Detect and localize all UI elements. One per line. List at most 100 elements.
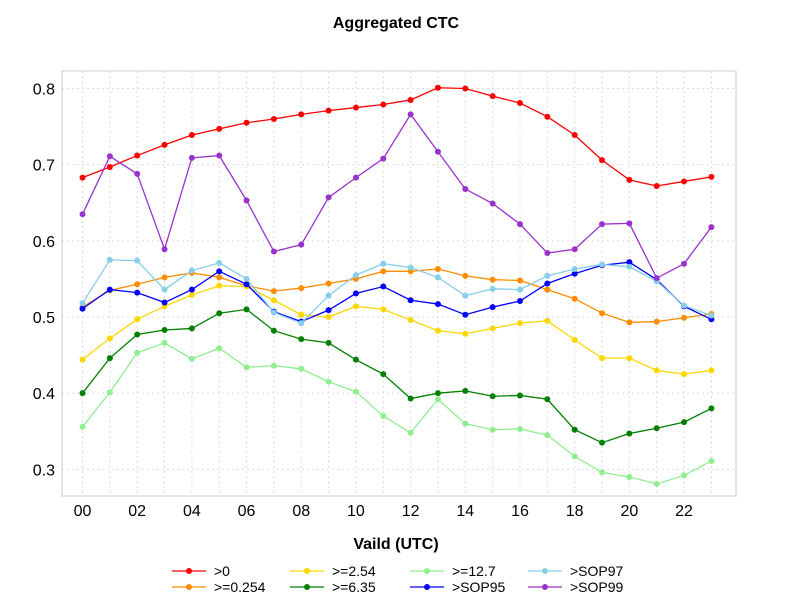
- data-point: [489, 426, 496, 433]
- x-tick-label: 04: [183, 503, 201, 520]
- data-point: [270, 115, 277, 122]
- data-point: [434, 390, 441, 397]
- data-point: [681, 371, 688, 378]
- legend-item: >SOP99: [528, 579, 624, 595]
- x-tick-label: 12: [402, 503, 420, 520]
- data-point: [571, 246, 578, 253]
- data-point: [188, 267, 195, 274]
- x-tick-label: 22: [675, 503, 693, 520]
- legend-label: >=6.35: [332, 579, 376, 595]
- data-point: [380, 413, 387, 420]
- data-point: [516, 392, 523, 399]
- legend-marker: [186, 568, 192, 574]
- data-point: [325, 307, 332, 314]
- data-point: [708, 312, 715, 319]
- data-point: [352, 174, 359, 181]
- x-tick-label: 20: [620, 503, 638, 520]
- data-point: [626, 259, 633, 266]
- data-point: [380, 101, 387, 108]
- legend-marker: [186, 584, 192, 590]
- legend-item: >=0.254: [172, 579, 266, 595]
- legend-label: >=12.7: [452, 563, 496, 579]
- data-point: [626, 430, 633, 437]
- data-point: [708, 173, 715, 180]
- legend-item: >=12.7: [410, 563, 496, 579]
- y-tick-label: 0.5: [33, 310, 55, 327]
- data-point: [161, 274, 168, 281]
- data-point: [489, 325, 496, 332]
- legend-item: >SOP97: [528, 563, 624, 579]
- data-point: [352, 303, 359, 310]
- series->SOP99: [79, 111, 715, 282]
- data-point: [216, 282, 223, 289]
- y-tick-label: 0.8: [33, 82, 55, 99]
- legend-marker: [542, 568, 548, 574]
- data-point: [599, 157, 606, 164]
- data-point: [626, 220, 633, 227]
- data-point: [708, 405, 715, 412]
- data-point: [106, 389, 113, 396]
- data-point: [544, 113, 551, 120]
- data-point: [434, 148, 441, 155]
- data-point: [161, 286, 168, 293]
- x-axis-label: Vaild (UTC): [353, 536, 438, 553]
- data-point: [380, 371, 387, 378]
- y-tick-label: 0.6: [33, 234, 55, 251]
- data-point: [462, 186, 469, 193]
- x-tick-label: 14: [456, 503, 474, 520]
- x-ticks: 00 02 04 06 08 10 12 14 16 18 20 22: [74, 503, 693, 520]
- data-point: [544, 317, 551, 324]
- legend-label: >SOP97: [570, 563, 624, 579]
- data-point: [653, 367, 660, 374]
- data-point: [270, 248, 277, 255]
- data-point: [544, 250, 551, 257]
- data-point: [270, 362, 277, 369]
- y-ticks: 0.3 0.4 0.5 0.6 0.7 0.8: [33, 82, 55, 480]
- data-point: [188, 154, 195, 161]
- data-point: [407, 111, 414, 118]
- legend-marker: [424, 584, 430, 590]
- data-point: [434, 396, 441, 403]
- legend-label: >0: [214, 563, 230, 579]
- data-point: [626, 319, 633, 326]
- data-point: [243, 364, 250, 371]
- data-point: [106, 335, 113, 342]
- data-point: [298, 111, 305, 118]
- data-point: [298, 336, 305, 343]
- data-point: [434, 327, 441, 334]
- data-point: [407, 96, 414, 103]
- data-point: [516, 99, 523, 106]
- x-tick-label: 00: [74, 503, 92, 520]
- data-point: [270, 297, 277, 304]
- data-point: [243, 275, 250, 282]
- data-point: [352, 388, 359, 395]
- data-point: [516, 425, 523, 432]
- data-point: [79, 300, 86, 307]
- data-point: [134, 316, 141, 323]
- data-point: [270, 288, 277, 295]
- data-point: [599, 355, 606, 362]
- legend-marker: [542, 584, 548, 590]
- data-point: [325, 194, 332, 201]
- x-tick-label: 10: [347, 503, 365, 520]
- data-point: [571, 131, 578, 138]
- data-point: [462, 330, 469, 337]
- data-point: [79, 423, 86, 430]
- data-point: [325, 107, 332, 114]
- data-point: [243, 281, 250, 288]
- series-line: [81, 342, 712, 485]
- y-tick-label: 0.7: [33, 158, 55, 175]
- data-point: [325, 339, 332, 346]
- data-point: [653, 425, 660, 432]
- data-point: [325, 280, 332, 287]
- legend-label: >=0.254: [214, 579, 266, 595]
- legend-item: >=6.35: [290, 579, 376, 595]
- data-point: [434, 274, 441, 281]
- data-point: [407, 395, 414, 402]
- data-point: [516, 320, 523, 327]
- data-point: [325, 314, 332, 321]
- data-point: [188, 286, 195, 293]
- data-point: [708, 367, 715, 374]
- data-point: [188, 325, 195, 332]
- data-point: [79, 211, 86, 218]
